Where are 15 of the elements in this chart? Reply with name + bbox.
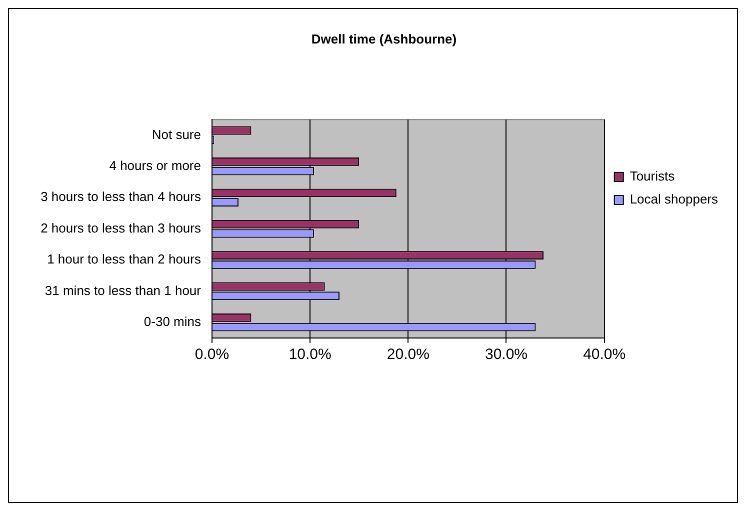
x-tick-label: 0.0% <box>194 346 230 364</box>
y-tick-label: 4 hours or more <box>109 158 201 173</box>
legend-label: Tourists <box>630 168 676 184</box>
chart-title: Dwell time (Ashbourne) <box>311 31 457 46</box>
x-tick-label: 30.0% <box>484 346 528 364</box>
y-tick-label: Not sure <box>152 126 201 142</box>
y-tick-label: 31 mins to less than 1 hour <box>44 282 202 298</box>
x-tick-label: 20.0% <box>386 346 430 364</box>
y-tick-label: 3 hours to less than 4 hours <box>40 189 202 204</box>
y-tick-label: 1 hour to less than 2 hours <box>47 252 202 267</box>
x-tick-label: 40.0% <box>583 346 626 364</box>
x-tick-label: 10.0% <box>288 346 332 364</box>
y-tick-label: 0-30 mins <box>144 314 202 329</box>
legend-label: Local shoppers <box>630 192 718 207</box>
y-tick-label: 2 hours to less than 3 hours <box>40 220 202 236</box>
